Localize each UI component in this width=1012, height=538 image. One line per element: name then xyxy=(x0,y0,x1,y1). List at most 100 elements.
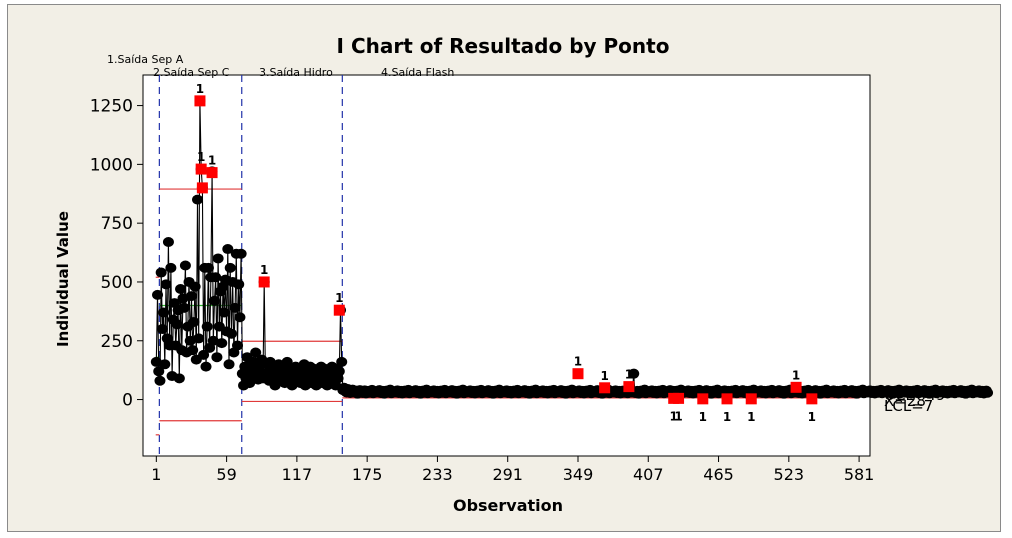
data-point xyxy=(171,319,183,330)
out-of-control-marker xyxy=(258,276,270,288)
x-tick-label: 523 xyxy=(774,465,805,484)
data-point xyxy=(192,194,204,205)
data-point xyxy=(216,338,228,349)
out-of-control-flag: 1 xyxy=(792,368,800,382)
out-of-control-flag: 1 xyxy=(699,410,707,424)
series-layer xyxy=(150,95,994,399)
out-of-control-marker xyxy=(697,393,709,405)
data-point xyxy=(218,307,230,318)
y-tick-label: 750 xyxy=(101,214,133,234)
data-point xyxy=(250,347,262,358)
data-point xyxy=(202,262,214,273)
stage-label: 2.Saída Sep C xyxy=(153,66,230,79)
data-point xyxy=(208,295,220,306)
stage-label: 4.Saída Flash xyxy=(381,66,454,79)
ucl-label: UCL=49 xyxy=(884,386,945,404)
data-point xyxy=(158,307,170,318)
limit-labels-layer: UCL=49 X̄=28 LCL=7 xyxy=(884,386,945,415)
data-point xyxy=(212,253,224,264)
y-axis-label: Individual Value xyxy=(54,211,72,347)
data-point xyxy=(200,361,212,372)
data-point xyxy=(234,312,246,323)
data-point xyxy=(177,293,189,304)
data-point xyxy=(211,352,223,363)
out-of-control-marker xyxy=(806,393,818,405)
data-point xyxy=(229,302,241,313)
y-tick-label: 1000 xyxy=(90,155,133,175)
data-point xyxy=(210,272,222,283)
data-point xyxy=(173,373,185,384)
data-point xyxy=(225,328,237,339)
x-tick-label: 59 xyxy=(216,465,236,484)
data-point xyxy=(155,267,167,278)
x-tick-label: 175 xyxy=(352,465,383,484)
data-point xyxy=(198,349,210,360)
data-point xyxy=(165,262,177,273)
out-of-control-marker xyxy=(195,163,207,175)
out-of-control-flag: 1 xyxy=(674,409,682,423)
chart-title: I Chart of Resultado by Ponto xyxy=(337,34,670,58)
out-of-control-marker xyxy=(194,95,206,107)
data-point xyxy=(185,291,197,302)
x-tick-label: 117 xyxy=(282,465,313,484)
out-of-control-flag: 1 xyxy=(335,291,343,305)
data-point xyxy=(153,366,165,377)
data-point xyxy=(178,302,190,313)
data-point xyxy=(152,289,164,300)
x-axis-label: Observation xyxy=(453,496,563,515)
data-point xyxy=(188,316,200,327)
data-point xyxy=(154,375,166,386)
data-point xyxy=(336,356,348,367)
x-tick-label: 291 xyxy=(492,465,523,484)
out-of-control-flag: 1 xyxy=(723,410,731,424)
out-of-control-flag: 1 xyxy=(260,263,268,277)
data-point xyxy=(150,356,162,367)
x-tick-label: 1 xyxy=(151,465,161,484)
stage-label: 3.Saída Hidro xyxy=(259,66,333,79)
out-of-control-flag: 1 xyxy=(625,368,633,382)
data-point xyxy=(187,345,199,356)
out-of-control-marker xyxy=(206,167,218,179)
out-of-control-flag: 1 xyxy=(208,154,216,168)
lcl-label: LCL=7 xyxy=(884,397,933,415)
y-tick-label: 250 xyxy=(101,332,133,352)
x-tick-label: 349 xyxy=(563,465,594,484)
out-of-control-flag: 1 xyxy=(574,355,582,369)
data-point xyxy=(233,279,245,290)
data-point xyxy=(982,387,994,398)
data-point xyxy=(223,359,235,370)
out-of-control-marker xyxy=(572,368,584,380)
out-of-control-marker xyxy=(599,382,611,394)
out-of-control-marker xyxy=(673,392,685,404)
y-tick-label: 500 xyxy=(101,273,133,293)
data-point xyxy=(159,359,171,370)
axes-layer: 0 250 500 750 1000 1250 1 59 117 175 233 291 349 407 4… xyxy=(90,97,875,484)
data-point xyxy=(201,321,213,332)
x-tick-label: 465 xyxy=(703,465,734,484)
stage-label: 1.Saída Sep A xyxy=(107,53,184,66)
data-point xyxy=(193,333,205,344)
data-point xyxy=(160,279,172,290)
out-of-control-marker xyxy=(333,304,345,316)
x-tick-label: 581 xyxy=(844,465,875,484)
out-of-control-marker xyxy=(790,381,802,393)
chart-frame: I Chart of Resultado by Ponto Individual… xyxy=(7,4,1001,532)
out-of-control-marker xyxy=(623,381,635,393)
data-point xyxy=(235,248,247,259)
y-tick-label: 0 xyxy=(122,391,133,411)
out-of-control-marker xyxy=(196,182,208,194)
out-of-control-flag: 1 xyxy=(197,150,205,164)
y-tick-label: 1250 xyxy=(90,97,133,117)
data-point xyxy=(333,366,345,377)
out-of-control-flag: 1 xyxy=(747,410,755,424)
plot-area xyxy=(142,74,871,457)
out-of-control-flag: 1 xyxy=(196,82,204,96)
out-of-control-marker xyxy=(721,393,733,405)
data-point xyxy=(207,335,219,346)
data-point xyxy=(175,284,187,295)
data-point xyxy=(189,281,201,292)
data-point xyxy=(628,368,640,379)
x-tick-label: 233 xyxy=(422,465,453,484)
data-point xyxy=(179,260,191,271)
